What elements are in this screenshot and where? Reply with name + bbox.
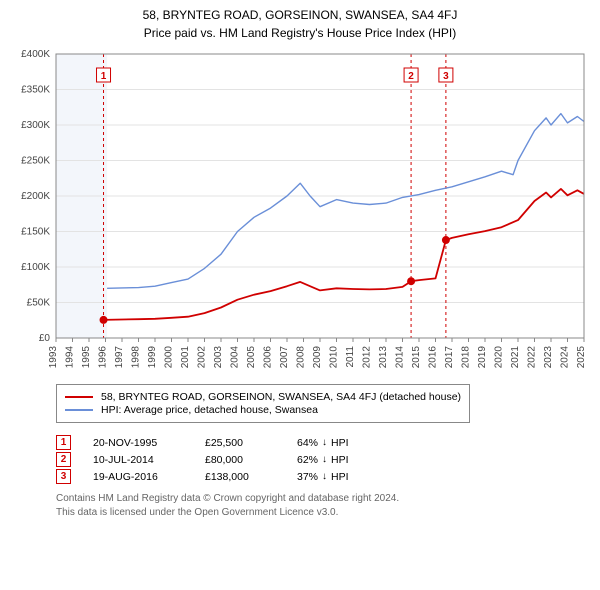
- legend: 58, BRYNTEG ROAD, GORSEINON, SWANSEA, SA…: [56, 384, 470, 423]
- svg-text:2016: 2016: [428, 346, 439, 369]
- svg-text:2011: 2011: [345, 346, 356, 368]
- legend-label: 58, BRYNTEG ROAD, GORSEINON, SWANSEA, SA…: [101, 391, 461, 403]
- down-arrow-icon: ↓: [322, 471, 327, 482]
- svg-text:2020: 2020: [494, 346, 505, 369]
- svg-text:2025: 2025: [576, 346, 587, 369]
- svg-text:£300K: £300K: [21, 120, 50, 131]
- svg-text:£350K: £350K: [21, 85, 50, 96]
- svg-text:£100K: £100K: [21, 262, 50, 273]
- svg-text:2010: 2010: [329, 346, 340, 369]
- footer-line1: Contains HM Land Registry data © Crown c…: [56, 492, 592, 506]
- svg-text:1994: 1994: [65, 346, 76, 369]
- legend-swatch: [65, 409, 93, 411]
- svg-text:1998: 1998: [131, 346, 142, 369]
- svg-text:2022: 2022: [527, 346, 538, 369]
- svg-text:2000: 2000: [164, 346, 175, 369]
- svg-text:£250K: £250K: [21, 156, 50, 167]
- svg-text:2023: 2023: [543, 346, 554, 369]
- down-arrow-icon: ↓: [322, 454, 327, 465]
- svg-text:2021: 2021: [510, 346, 521, 369]
- svg-text:2001: 2001: [180, 346, 191, 369]
- svg-text:2024: 2024: [560, 346, 571, 369]
- svg-text:2: 2: [408, 71, 414, 82]
- marker-badge: 1: [56, 435, 71, 450]
- titles: 58, BRYNTEG ROAD, GORSEINON, SWANSEA, SA…: [8, 8, 592, 40]
- svg-text:2015: 2015: [411, 346, 422, 369]
- marker-pct: 62%↓HPI: [297, 454, 349, 466]
- legend-label: HPI: Average price, detached house, Swan…: [101, 404, 318, 416]
- svg-text:1997: 1997: [114, 346, 125, 369]
- marker-badge: 3: [56, 469, 71, 484]
- marker-price: £25,500: [205, 437, 275, 449]
- svg-text:3: 3: [443, 71, 449, 82]
- svg-text:2009: 2009: [312, 346, 323, 369]
- title-subtitle: Price paid vs. HM Land Registry's House …: [8, 26, 592, 40]
- chart-container: 58, BRYNTEG ROAD, GORSEINON, SWANSEA, SA…: [0, 0, 600, 525]
- footer-attribution: Contains HM Land Registry data © Crown c…: [56, 492, 592, 519]
- svg-text:2017: 2017: [444, 346, 455, 369]
- marker-pct: 64%↓HPI: [297, 437, 349, 449]
- svg-text:2007: 2007: [279, 346, 290, 369]
- chart-area: £0 £50K £100K £150K £200K £250K £300K £350K £400…: [8, 48, 592, 378]
- svg-text:£400K: £400K: [21, 49, 50, 60]
- svg-text:1993: 1993: [48, 346, 59, 369]
- svg-text:2005: 2005: [246, 346, 257, 369]
- svg-text:1996: 1996: [98, 346, 109, 369]
- legend-item: HPI: Average price, detached house, Swan…: [65, 404, 461, 416]
- legend-swatch: [65, 396, 93, 398]
- line-chart-svg: £0 £50K £100K £150K £200K £250K £300K £350K £400…: [8, 48, 592, 378]
- marker-pct: 37%↓HPI: [297, 471, 349, 483]
- down-arrow-icon: ↓: [322, 437, 327, 448]
- marker-date: 19-AUG-2016: [93, 471, 183, 483]
- svg-text:£0: £0: [39, 333, 51, 344]
- title-address: 58, BRYNTEG ROAD, GORSEINON, SWANSEA, SA…: [8, 8, 592, 22]
- svg-text:2013: 2013: [378, 346, 389, 369]
- svg-text:1995: 1995: [81, 346, 92, 369]
- legend-item: 58, BRYNTEG ROAD, GORSEINON, SWANSEA, SA…: [65, 391, 461, 403]
- marker-date: 10-JUL-2014: [93, 454, 183, 466]
- svg-text:2019: 2019: [477, 346, 488, 369]
- marker-row: 1 20-NOV-1995 £25,500 64%↓HPI: [56, 435, 592, 450]
- marker-annotations: 1 20-NOV-1995 £25,500 64%↓HPI 2 10-JUL-2014 £8…: [56, 435, 592, 484]
- footer-line2: This data is licensed under the Open Gov…: [56, 506, 592, 520]
- marker-row: 3 19-AUG-2016 £138,000 37%↓HPI: [56, 469, 592, 484]
- svg-text:1999: 1999: [147, 346, 158, 369]
- marker-badge: 2: [56, 452, 71, 467]
- marker-date: 20-NOV-1995: [93, 437, 183, 449]
- svg-text:£200K: £200K: [21, 191, 50, 202]
- marker-row: 2 10-JUL-2014 £80,000 62%↓HPI: [56, 452, 592, 467]
- marker-price: £80,000: [205, 454, 275, 466]
- svg-text:2012: 2012: [362, 346, 373, 369]
- svg-text:2004: 2004: [230, 346, 241, 369]
- svg-text:2008: 2008: [296, 346, 307, 369]
- svg-text:1: 1: [101, 71, 107, 82]
- svg-text:£50K: £50K: [27, 298, 51, 309]
- svg-text:2002: 2002: [197, 346, 208, 369]
- svg-text:2014: 2014: [395, 346, 406, 369]
- marker-price: £138,000: [205, 471, 275, 483]
- svg-text:2006: 2006: [263, 346, 274, 369]
- svg-text:2003: 2003: [213, 346, 224, 369]
- svg-text:2018: 2018: [461, 346, 472, 369]
- svg-text:£150K: £150K: [21, 227, 50, 238]
